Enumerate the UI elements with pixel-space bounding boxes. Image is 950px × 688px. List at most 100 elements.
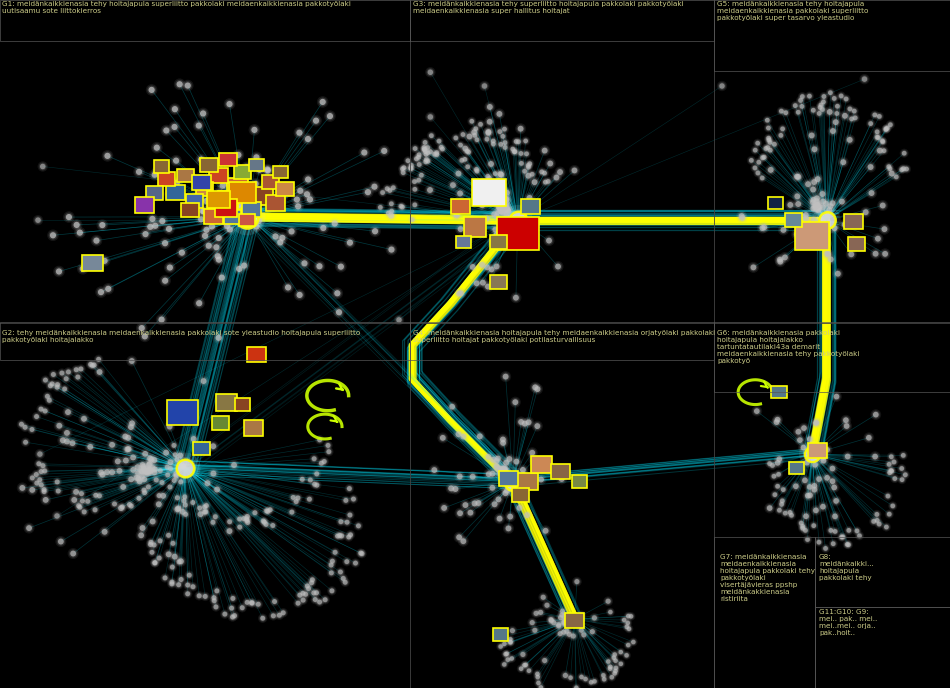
Point [498,488,513,499]
Point [137,474,152,485]
Point [489,455,504,466]
Point [507,146,522,157]
Point [796,442,811,453]
Point [809,193,825,204]
Point [199,224,214,235]
Point [258,197,274,208]
Point [169,454,184,465]
Point [521,162,536,173]
Point [210,484,225,495]
Point [568,685,583,688]
Point [136,463,151,474]
Point [499,194,514,205]
Point [496,201,511,212]
Point [113,503,128,514]
Point [808,450,823,461]
Point [527,382,542,393]
Point [558,614,573,625]
Point [485,136,501,147]
Point [519,149,534,160]
Point [551,619,566,630]
Point [218,197,233,208]
Point [222,210,238,221]
Point [481,127,496,138]
Point [276,608,291,619]
Point [495,204,510,215]
Point [148,474,163,485]
Point [309,115,324,126]
Point [493,169,508,180]
Point [541,176,556,187]
Point [162,457,178,468]
Point [404,163,419,174]
Point [774,499,789,510]
Point [178,462,193,473]
Point [877,145,892,156]
Point [816,91,831,102]
Point [839,94,854,105]
FancyBboxPatch shape [154,160,169,173]
Point [294,474,310,485]
Point [499,194,514,205]
Point [868,248,884,259]
Point [85,360,100,371]
Point [337,577,352,588]
Point [238,185,254,196]
Point [104,466,120,477]
Point [300,133,315,144]
Point [125,464,141,475]
Point [211,201,226,212]
Point [507,147,522,158]
Point [768,489,783,500]
Point [201,205,217,216]
Point [211,193,226,204]
Point [146,539,162,550]
Point [809,449,825,460]
Point [251,599,266,610]
Point [771,469,787,480]
Point [332,307,347,318]
Point [197,502,212,513]
Point [240,517,256,528]
Point [172,78,187,89]
Point [208,601,223,612]
Point [376,145,391,156]
Point [812,102,827,113]
Point [533,682,548,688]
Point [384,198,399,209]
Point [166,475,181,486]
Point [260,506,276,517]
Point [489,211,504,222]
Point [177,491,192,502]
Point [499,202,514,213]
Point [205,517,220,528]
Point [870,233,885,244]
Point [393,201,408,212]
Point [299,581,314,592]
Point [178,509,193,520]
Point [894,463,909,474]
Point [87,504,103,515]
Point [211,233,226,244]
Point [140,466,155,477]
Point [50,486,66,497]
Point [33,480,48,491]
FancyBboxPatch shape [795,222,829,250]
Point [837,219,852,230]
Point [211,193,226,204]
Point [887,473,902,484]
Point [77,506,92,517]
Point [25,484,40,495]
Point [162,457,178,468]
Point [193,508,208,519]
Point [195,206,210,217]
Point [492,513,507,524]
Point [507,146,522,157]
Point [110,456,125,467]
Point [809,449,825,460]
Point [526,455,542,466]
Point [776,224,791,235]
Point [89,235,104,246]
Point [423,184,438,195]
FancyBboxPatch shape [249,159,264,171]
